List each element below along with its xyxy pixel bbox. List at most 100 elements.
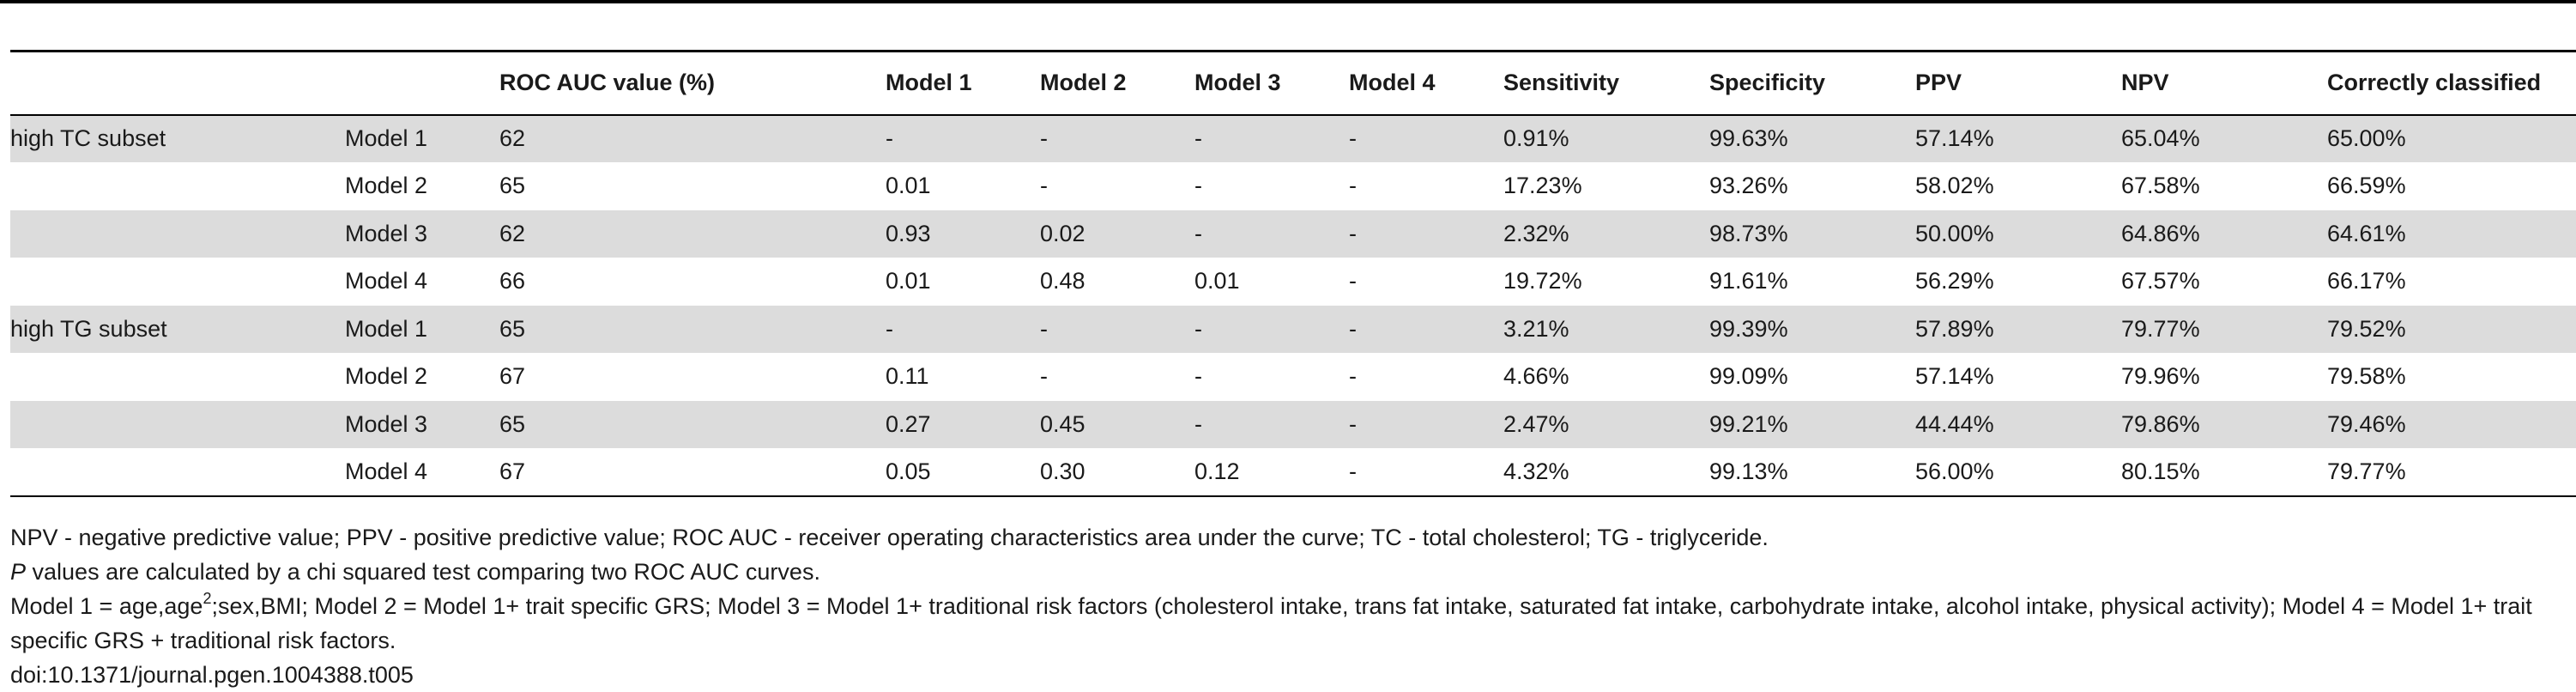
- cell-correctly-classified: 79.58%: [2327, 363, 2406, 390]
- cell-ppv: 57.89%: [1915, 305, 2121, 353]
- cell-correctly-classified: 79.46%: [2327, 400, 2576, 448]
- cell-p-model-4: -: [1349, 400, 1503, 448]
- cell-p-model-3: -: [1194, 363, 1202, 390]
- cell-p-model-1: 0.05: [886, 448, 1040, 497]
- cell-group: [10, 400, 345, 448]
- cell-auc: 62: [499, 114, 886, 162]
- cell-p-model-2: 0.02: [1040, 209, 1194, 258]
- cell-correctly-classified: 79.52%: [2327, 305, 2576, 353]
- table-footnotes: NPV - negative predictive value; PPV - p…: [10, 520, 2567, 692]
- cell-correctly-classified: 79.77%: [2327, 448, 2576, 497]
- cell-group: [10, 448, 345, 497]
- cell-p-model-1: -: [886, 305, 1040, 353]
- cell-p-model-2: -: [1040, 114, 1194, 162]
- cell-p-model-3: -: [1194, 209, 1349, 258]
- cell-group: high TG subset: [10, 305, 345, 353]
- cell-specificity: 99.09%: [1709, 363, 1788, 390]
- cell-p-model-2: 0.45: [1040, 400, 1194, 448]
- cell-ppv: 56.29%: [1915, 268, 1994, 294]
- cell-sensitivity: 17.23%: [1503, 173, 1582, 199]
- cell-sensitivity: 2.32%: [1503, 209, 1709, 258]
- cell-npv: 64.86%: [2121, 209, 2327, 258]
- cell-model: Model 3: [345, 209, 499, 258]
- table-row: Model 2 67 0.11 - - - 4.66% 99.09% 57.14…: [10, 353, 2576, 401]
- cell-p-model-4: -: [1349, 448, 1503, 497]
- header-roc-auc: ROC AUC value (%): [499, 50, 886, 116]
- cell-group: [10, 209, 345, 258]
- cell-ppv: 57.14%: [1915, 114, 2121, 162]
- cell-p-model-4: -: [1349, 305, 1503, 353]
- header-model-2: Model 2: [1040, 50, 1194, 116]
- table-header-row: ROC AUC value (%) Model 1 Model 2 Model …: [10, 50, 2576, 116]
- cell-p-model-1: -: [886, 114, 1040, 162]
- cell-p-model-4: -: [1349, 268, 1357, 294]
- cell-p-model-3: 0.12: [1194, 448, 1349, 497]
- cell-p-model-1: 0.27: [886, 400, 1040, 448]
- p-values-note: P values are calculated by a chi squared…: [10, 555, 2567, 589]
- table-container: ROC AUC value (%) Model 1 Model 2 Model …: [10, 50, 2576, 497]
- cell-correctly-classified: 66.17%: [2327, 268, 2406, 294]
- cell-p-model-1: 0.93: [886, 209, 1040, 258]
- cell-p-model-3: 0.01: [1194, 268, 1240, 294]
- model-definitions-rest: ;sex,BMI; Model 2 = Model 1+ trait speci…: [10, 593, 2532, 653]
- cell-npv: 65.04%: [2121, 114, 2327, 162]
- cell-auc: 67: [499, 363, 526, 390]
- header-group: [10, 50, 345, 116]
- cell-correctly-classified: 64.61%: [2327, 209, 2576, 258]
- header-model-1: Model 1: [886, 50, 1040, 116]
- cell-correctly-classified: 66.59%: [2327, 173, 2406, 199]
- cell-p-model-3: -: [1194, 173, 1202, 199]
- cell-p-model-3: -: [1194, 114, 1349, 162]
- cell-p-model-2: -: [1040, 363, 1048, 390]
- cell-p-model-2: -: [1040, 173, 1048, 199]
- cell-model: Model 4: [345, 268, 428, 294]
- cell-sensitivity: 2.47%: [1503, 400, 1709, 448]
- header-correctly-classified: Correctly classified: [2327, 50, 2576, 116]
- cell-group: high TC subset: [10, 114, 345, 162]
- header-sensitivity: Sensitivity: [1503, 50, 1709, 116]
- header-ppv: PPV: [1915, 50, 2121, 116]
- cell-npv: 67.57%: [2121, 268, 2200, 294]
- cell-p-model-4: -: [1349, 209, 1503, 258]
- cell-sensitivity: 0.91%: [1503, 114, 1709, 162]
- cell-ppv: 58.02%: [1915, 173, 1994, 199]
- cell-npv: 79.86%: [2121, 400, 2327, 448]
- cell-sensitivity: 4.32%: [1503, 448, 1709, 497]
- cell-model: Model 2: [345, 363, 428, 390]
- model-definitions-note: Model 1 = age,age2;sex,BMI; Model 2 = Mo…: [10, 589, 2567, 658]
- cell-group: [10, 258, 345, 306]
- table-row: Model 3 62 0.93 0.02 - - 2.32% 98.73% 50…: [10, 209, 2576, 258]
- doi-line: doi:10.1371/journal.pgen.1004388.t005: [10, 662, 414, 688]
- cell-auc: 65: [499, 305, 886, 353]
- cell-sensitivity: 4.66%: [1503, 363, 1569, 390]
- header-model: [345, 50, 499, 116]
- table-row: Model 4 66 0.01 0.48 0.01 - 19.72% 91.61…: [10, 258, 2576, 306]
- cell-ppv: 56.00%: [1915, 448, 2121, 497]
- cell-model: Model 1: [345, 114, 499, 162]
- cell-p-model-3: -: [1194, 305, 1349, 353]
- cell-p-model-1: 0.01: [886, 173, 931, 199]
- cell-auc: 65: [499, 173, 526, 199]
- cell-specificity: 98.73%: [1709, 209, 1915, 258]
- cell-p-model-2: 0.48: [1040, 268, 1085, 294]
- cell-p-model-1: 0.01: [886, 268, 931, 294]
- cell-ppv: 57.14%: [1915, 363, 1994, 390]
- cell-npv: 79.77%: [2121, 305, 2327, 353]
- cell-auc: 67: [499, 448, 886, 497]
- cell-p-model-4: -: [1349, 173, 1357, 199]
- cell-p-model-4: -: [1349, 363, 1357, 390]
- table-row: high TG subset Model 1 65 - - - - 3.21% …: [10, 305, 2576, 353]
- top-rule: [0, 0, 2576, 3]
- results-table: ROC AUC value (%) Model 1 Model 2 Model …: [10, 50, 2576, 497]
- cell-p-model-3: -: [1194, 400, 1349, 448]
- table-row: Model 4 67 0.05 0.30 0.12 - 4.32% 99.13%…: [10, 448, 2576, 497]
- cell-group: [10, 162, 345, 210]
- header-specificity: Specificity: [1709, 50, 1915, 116]
- cell-specificity: 99.21%: [1709, 400, 1915, 448]
- cell-npv: 79.96%: [2121, 363, 2200, 390]
- header-npv: NPV: [2121, 50, 2327, 116]
- cell-auc: 66: [499, 268, 526, 294]
- cell-correctly-classified: 65.00%: [2327, 114, 2576, 162]
- model-definitions-start: Model 1 = age,age: [10, 593, 203, 619]
- cell-specificity: 91.61%: [1709, 268, 1788, 294]
